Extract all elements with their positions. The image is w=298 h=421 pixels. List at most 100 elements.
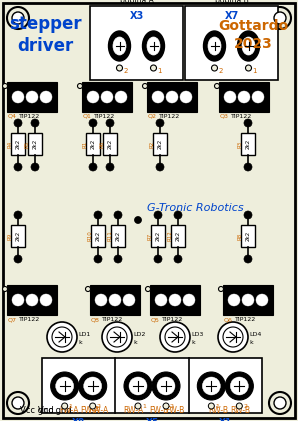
Text: 1: 1 — [69, 403, 72, 408]
Text: TIP122: TIP122 — [231, 114, 252, 119]
Text: TIP122: TIP122 — [94, 114, 115, 119]
Circle shape — [114, 255, 122, 263]
Circle shape — [224, 91, 236, 103]
Ellipse shape — [147, 37, 160, 55]
Text: 2k2: 2k2 — [108, 139, 113, 149]
Text: Q4: Q4 — [8, 114, 17, 119]
Text: LD1: LD1 — [78, 333, 90, 338]
Bar — [151, 225, 165, 247]
Bar — [150, 285, 200, 315]
Circle shape — [14, 119, 22, 127]
Bar — [86, 133, 100, 155]
Text: TIP122: TIP122 — [159, 114, 180, 119]
Circle shape — [12, 397, 24, 409]
Text: bobina B: bobina B — [215, 0, 248, 5]
Circle shape — [12, 12, 24, 24]
Circle shape — [7, 392, 29, 414]
Text: RW-A: RW-A — [123, 406, 143, 415]
Circle shape — [269, 7, 291, 29]
Text: 2k2: 2k2 — [32, 139, 38, 149]
Text: 2k2: 2k2 — [176, 231, 181, 241]
Circle shape — [174, 255, 182, 263]
Text: 1: 1 — [142, 403, 146, 408]
Text: 2: 2 — [243, 403, 247, 408]
Bar — [147, 82, 197, 112]
Circle shape — [62, 403, 68, 409]
Circle shape — [160, 322, 190, 352]
Circle shape — [40, 91, 52, 103]
Circle shape — [26, 294, 38, 306]
Text: 2k2: 2k2 — [15, 139, 21, 149]
Circle shape — [252, 91, 264, 103]
Text: G-Tronic Robotics: G-Tronic Robotics — [147, 203, 243, 213]
Bar — [90, 285, 140, 315]
Bar — [7, 285, 57, 315]
Text: stepper
driver: stepper driver — [9, 15, 81, 55]
Text: Q1: Q1 — [83, 114, 92, 119]
Circle shape — [134, 216, 142, 224]
Bar — [111, 225, 125, 247]
Circle shape — [7, 7, 29, 29]
Circle shape — [212, 65, 218, 71]
Circle shape — [26, 91, 38, 103]
Circle shape — [51, 372, 79, 400]
Circle shape — [166, 91, 178, 103]
Text: R10: R10 — [88, 231, 92, 241]
Circle shape — [106, 163, 114, 171]
Text: Q7: Q7 — [8, 317, 17, 322]
Circle shape — [218, 322, 248, 352]
Circle shape — [230, 377, 248, 395]
Text: R9: R9 — [7, 232, 13, 240]
Text: R3: R3 — [238, 140, 243, 148]
Circle shape — [208, 403, 214, 409]
Circle shape — [202, 377, 220, 395]
Circle shape — [228, 294, 240, 306]
Text: X1: X1 — [219, 418, 232, 421]
Circle shape — [244, 119, 252, 127]
Circle shape — [156, 119, 164, 127]
Text: TIP122: TIP122 — [162, 317, 183, 322]
Ellipse shape — [208, 37, 221, 55]
Text: k: k — [78, 339, 82, 344]
Text: 2k2: 2k2 — [116, 231, 120, 241]
Bar — [171, 225, 185, 247]
Ellipse shape — [242, 37, 255, 55]
Bar — [11, 133, 25, 155]
Circle shape — [157, 377, 175, 395]
Ellipse shape — [238, 31, 260, 61]
Text: k: k — [249, 339, 253, 344]
Text: R11: R11 — [108, 231, 113, 241]
Circle shape — [114, 211, 122, 219]
Circle shape — [107, 327, 127, 347]
Circle shape — [215, 83, 220, 88]
Circle shape — [14, 255, 22, 263]
Circle shape — [31, 119, 39, 127]
Ellipse shape — [142, 31, 164, 61]
Bar — [219, 82, 269, 112]
Bar — [7, 82, 57, 112]
Text: 2k2: 2k2 — [158, 139, 162, 149]
Bar — [82, 82, 132, 112]
Circle shape — [86, 287, 91, 291]
Circle shape — [154, 211, 162, 219]
Text: 2k2: 2k2 — [246, 139, 251, 149]
Circle shape — [154, 255, 162, 263]
Circle shape — [124, 372, 152, 400]
Circle shape — [90, 403, 96, 409]
Circle shape — [165, 327, 185, 347]
Circle shape — [2, 83, 7, 88]
Circle shape — [244, 211, 252, 219]
Text: 2: 2 — [123, 68, 128, 74]
Text: TIP122: TIP122 — [19, 114, 40, 119]
Text: X8: X8 — [72, 418, 85, 421]
Circle shape — [246, 65, 252, 71]
Bar — [153, 133, 167, 155]
Circle shape — [223, 327, 243, 347]
Text: X3: X3 — [129, 11, 144, 21]
Text: R12: R12 — [167, 231, 173, 241]
Circle shape — [40, 294, 52, 306]
Circle shape — [79, 372, 107, 400]
Text: FW-B: FW-B — [165, 406, 185, 415]
Text: TIP122: TIP122 — [235, 317, 256, 322]
Circle shape — [102, 322, 132, 352]
